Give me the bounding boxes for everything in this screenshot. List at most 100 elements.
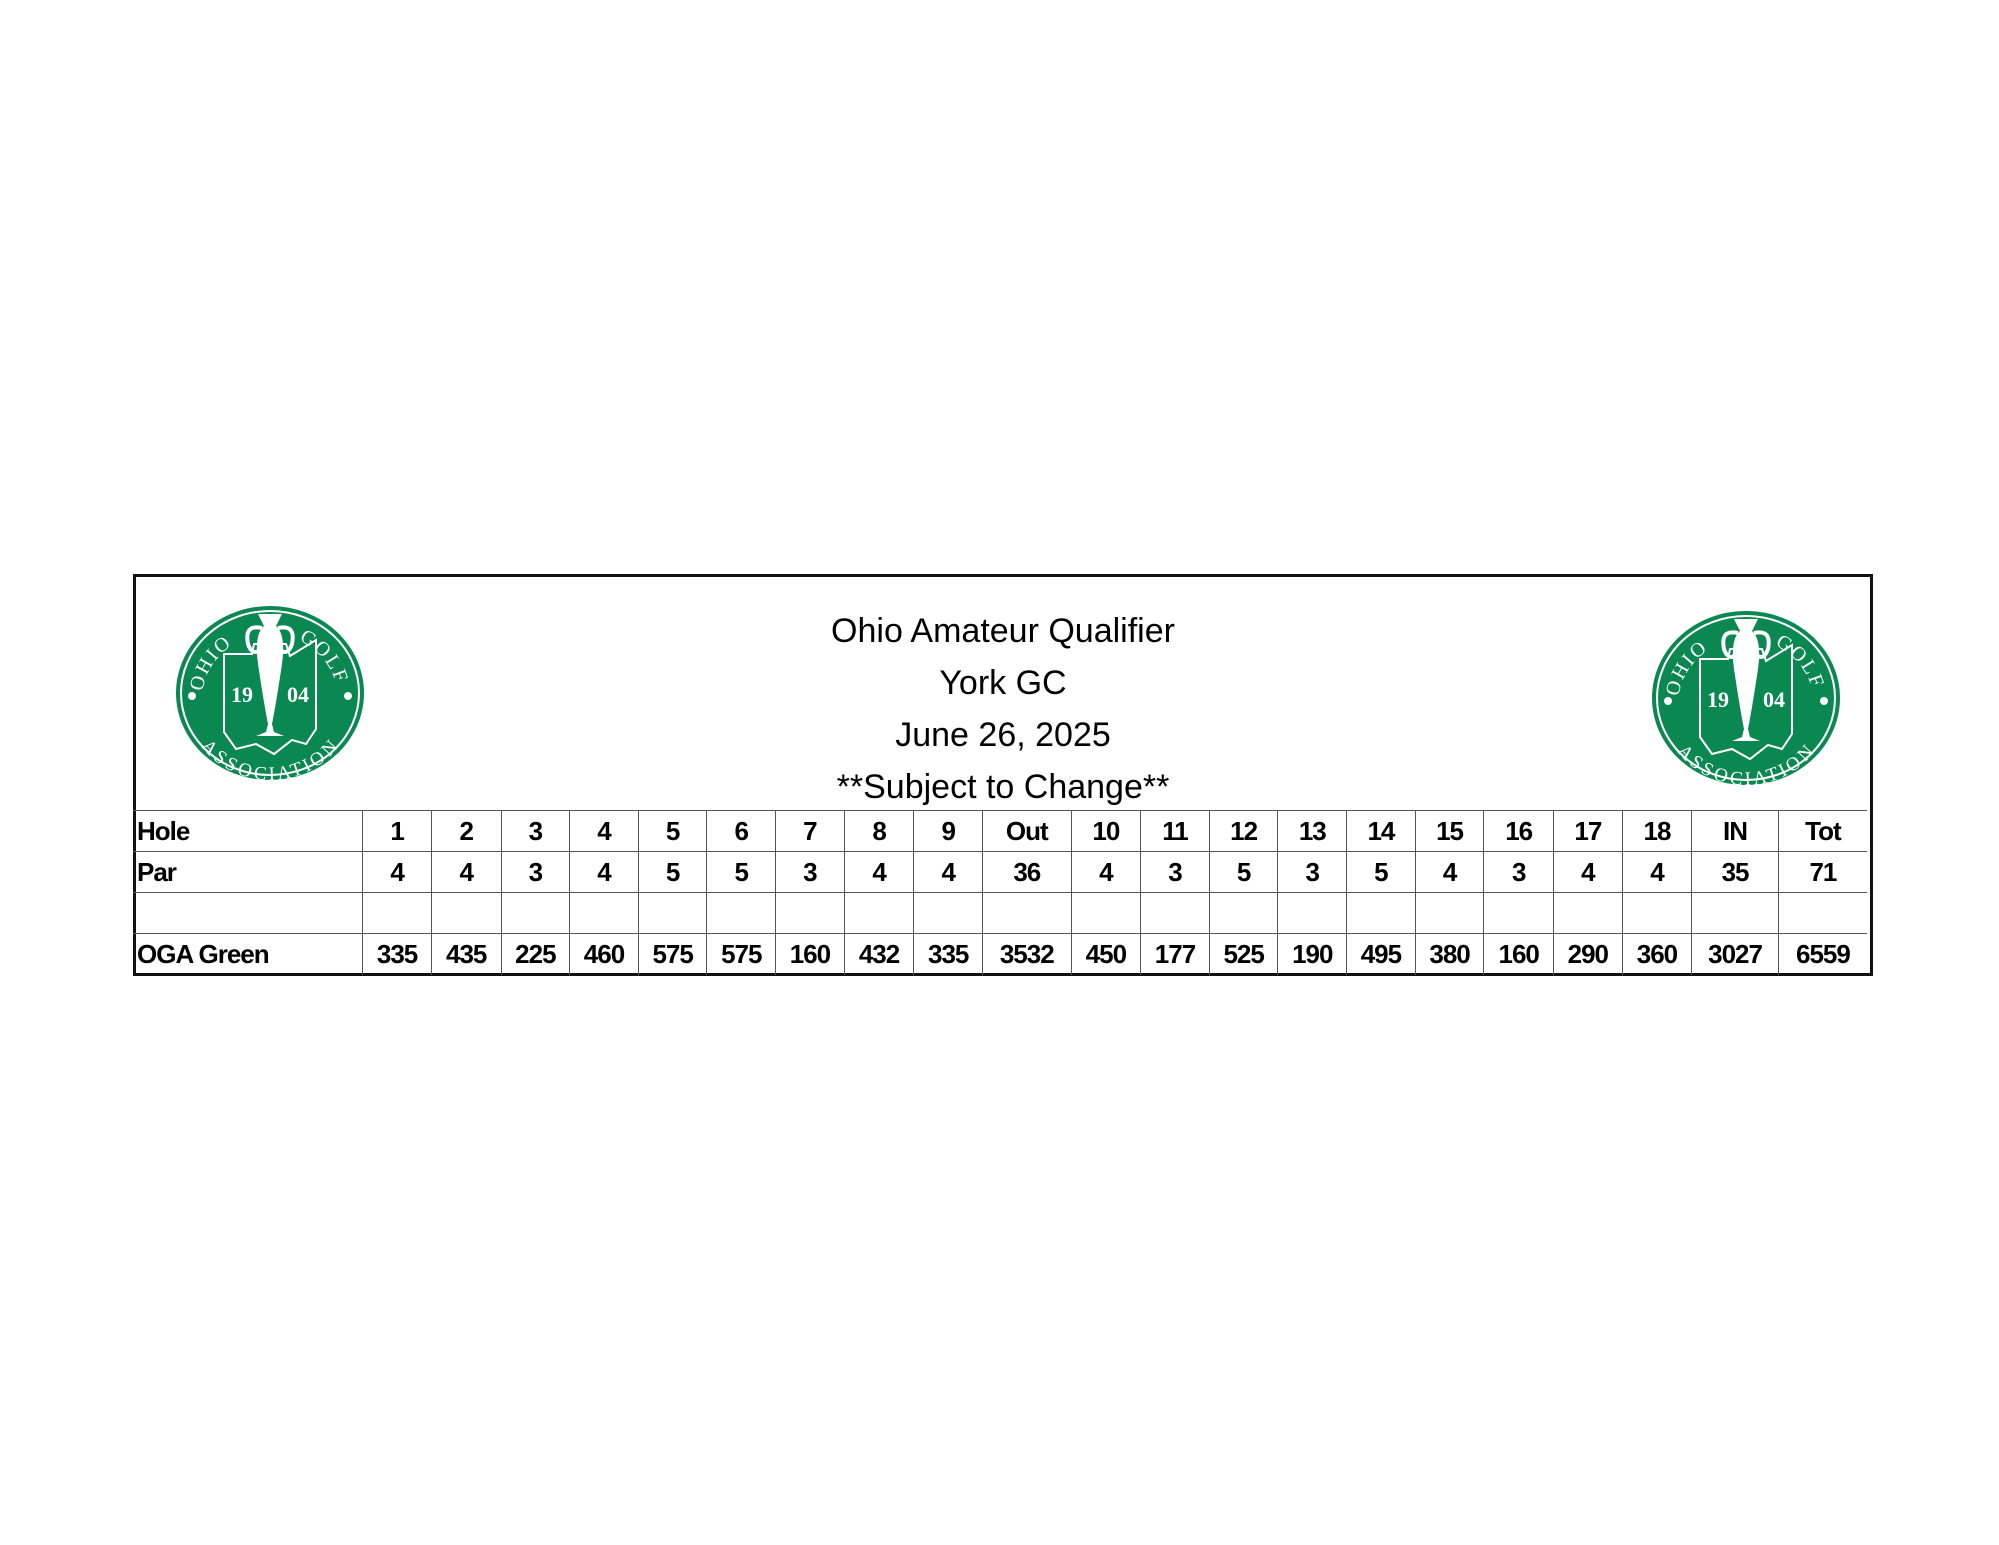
table-cell: 36 xyxy=(982,851,1072,893)
table-cell: 3 xyxy=(775,851,845,893)
table-cell xyxy=(1140,892,1210,934)
table-row: OGA Green 335 435 225 460 575 575 160 432 335 3532… xyxy=(133,933,1867,975)
table-cell: 1 xyxy=(362,810,432,852)
table-cell: 575 xyxy=(637,933,708,975)
table-cell: 18 xyxy=(1621,810,1693,852)
oga-logo-left: 19 04 OHIO GOLF ASSOCIATION xyxy=(176,606,364,782)
table-cell: 9 xyxy=(913,810,983,852)
row-label: Par xyxy=(133,851,364,893)
change-notice: **Subject to Change** xyxy=(836,768,1170,806)
table-cell: 16 xyxy=(1483,810,1554,852)
table-cell: 380 xyxy=(1414,933,1485,975)
table-cell: 4 xyxy=(362,851,432,893)
table-cell: 4 xyxy=(430,851,502,893)
table-cell: 335 xyxy=(362,933,432,975)
table-cell: 335 xyxy=(913,933,983,975)
table-cell: 525 xyxy=(1208,933,1279,975)
scorecard-table: Hole 1 2 3 4 5 6 7 8 9 Out 10 11 12 13 14 15 16 17 18 IN Tot P… xyxy=(133,810,1867,975)
table-cell: 6559 xyxy=(1777,933,1867,975)
table-cell: 290 xyxy=(1553,933,1623,975)
table-cell: 6 xyxy=(706,810,777,852)
table-cell xyxy=(569,892,639,934)
table-row xyxy=(133,892,1867,934)
header: Ohio Amateur Qualifier York GC June 26, … xyxy=(136,605,1870,813)
table-row: Hole 1 2 3 4 5 6 7 8 9 Out 10 11 12 13 14 15 16 17 18 IN Tot xyxy=(133,810,1867,852)
oga-logo-right: 19 04 OHIO GOLF ASSOCIATION xyxy=(1652,611,1840,787)
table-cell xyxy=(982,892,1072,934)
table-cell xyxy=(1483,892,1554,934)
table-cell: 432 xyxy=(843,933,915,975)
table-cell: 3 xyxy=(500,851,571,893)
table-cell xyxy=(430,892,502,934)
table-cell xyxy=(1777,892,1867,934)
table-cell: 5 xyxy=(1346,851,1416,893)
table-cell: 35 xyxy=(1691,851,1779,893)
scorecard-card: Ohio Amateur Qualifier York GC June 26, … xyxy=(133,574,1873,976)
table-cell xyxy=(775,892,845,934)
table-cell: 3532 xyxy=(982,933,1072,975)
table-cell: 4 xyxy=(1553,851,1623,893)
table-cell xyxy=(1070,892,1142,934)
table-cell: 14 xyxy=(1346,810,1416,852)
table-cell xyxy=(1553,892,1623,934)
table-cell: Out xyxy=(982,810,1072,852)
table-cell: 435 xyxy=(430,933,502,975)
table-cell: 5 xyxy=(1208,851,1279,893)
table-cell xyxy=(843,892,915,934)
table-cell: 2 xyxy=(430,810,502,852)
table-cell: 13 xyxy=(1277,810,1348,852)
table-cell: 160 xyxy=(1483,933,1554,975)
table-cell: 225 xyxy=(500,933,571,975)
row-label: Hole xyxy=(133,810,364,852)
table-cell: 495 xyxy=(1346,933,1416,975)
course-name: York GC xyxy=(939,664,1067,702)
event-title: Ohio Amateur Qualifier xyxy=(831,612,1175,650)
table-cell: 17 xyxy=(1553,810,1623,852)
table-cell: 5 xyxy=(637,851,708,893)
table-cell: 7 xyxy=(775,810,845,852)
table-cell: 4 xyxy=(1621,851,1693,893)
table-cell: 460 xyxy=(569,933,639,975)
table-cell: 3027 xyxy=(1691,933,1779,975)
svg-text:04: 04 xyxy=(1763,687,1785,712)
table-cell: 4 xyxy=(569,851,639,893)
svg-text:04: 04 xyxy=(287,682,309,707)
table-cell: 4 xyxy=(843,851,915,893)
table-cell: 3 xyxy=(1483,851,1554,893)
table-cell: IN xyxy=(1691,810,1779,852)
table-cell: 177 xyxy=(1140,933,1210,975)
event-date: June 26, 2025 xyxy=(895,716,1111,754)
table-cell: 3 xyxy=(500,810,571,852)
table-cell: 5 xyxy=(637,810,708,852)
table-cell xyxy=(913,892,983,934)
row-label xyxy=(133,892,364,934)
row-label: OGA Green xyxy=(133,933,364,975)
table-cell: 12 xyxy=(1208,810,1279,852)
table-cell xyxy=(1414,892,1485,934)
table-cell: 71 xyxy=(1777,851,1867,893)
table-cell xyxy=(1277,892,1348,934)
table-cell xyxy=(1691,892,1779,934)
svg-text:19: 19 xyxy=(1707,687,1729,712)
table-cell xyxy=(362,892,432,934)
table-cell xyxy=(1208,892,1279,934)
table-cell: 8 xyxy=(843,810,915,852)
table-cell xyxy=(500,892,571,934)
table-cell: 3 xyxy=(1140,851,1210,893)
table-cell: 4 xyxy=(1070,851,1142,893)
table-cell: 10 xyxy=(1070,810,1142,852)
svg-text:19: 19 xyxy=(231,682,253,707)
table-row: Par 4 4 3 4 5 5 3 4 4 36 4 3 5 3 5 4 3 4 4 35 71 xyxy=(133,851,1867,893)
table-cell xyxy=(1621,892,1693,934)
table-cell: 3 xyxy=(1277,851,1348,893)
table-cell: 160 xyxy=(775,933,845,975)
table-cell: 4 xyxy=(569,810,639,852)
table-cell: 5 xyxy=(706,851,777,893)
table-cell: 360 xyxy=(1621,933,1693,975)
table-cell xyxy=(706,892,777,934)
table-cell: 11 xyxy=(1140,810,1210,852)
table-cell: 15 xyxy=(1414,810,1485,852)
table-cell: 575 xyxy=(706,933,777,975)
table-cell: Tot xyxy=(1777,810,1867,852)
table-cell: 450 xyxy=(1070,933,1142,975)
